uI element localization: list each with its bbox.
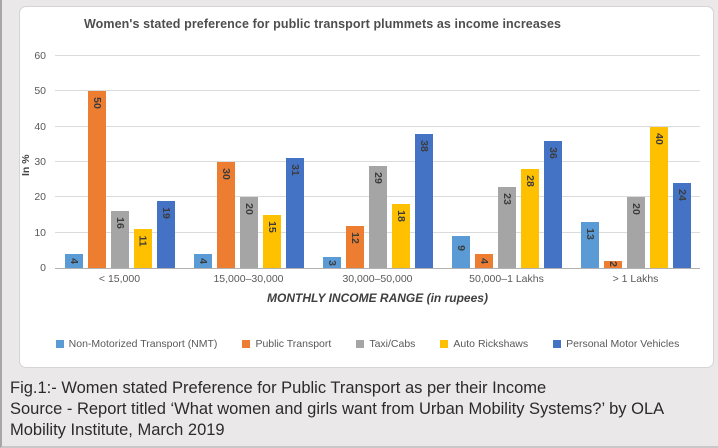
y-axis-tick-label: 10: [34, 226, 46, 239]
bar: [414, 133, 433, 268]
bar: [64, 253, 83, 268]
legend-swatch: [55, 340, 64, 348]
bar: [451, 236, 470, 268]
legend-label: Public Transport: [255, 338, 332, 350]
gridline: [55, 55, 700, 56]
legend-label: Non-Motorized Transport (NMT): [68, 338, 218, 350]
x-axis-category-label: 50,000–1 Lakhs: [469, 273, 544, 285]
bar: [216, 162, 235, 268]
y-axis-tick-label: 60: [34, 50, 46, 62]
bar: [649, 126, 668, 268]
legend-label: Personal Motor Vehicles: [566, 338, 680, 350]
gridline: [55, 90, 700, 92]
legend-label: Taxi/Cabs: [369, 338, 416, 350]
y-axis-ticks: 0 10 20 30 40 50 60: [20, 50, 46, 274]
bar: [87, 91, 106, 268]
x-axis-category-label: > 1 Lakhs: [612, 273, 659, 285]
x-axis-category-label: 15,000–30,000: [213, 273, 284, 285]
bar: [520, 169, 539, 268]
bar: [193, 253, 212, 268]
caption-line: Source - Report titled ‘What women and g…: [10, 400, 665, 418]
bar: [368, 165, 387, 268]
x-axis-category-label: < 15,000: [98, 273, 141, 285]
legend-swatch: [553, 340, 562, 348]
bar: [580, 222, 599, 268]
legend-item: Public Transport: [242, 338, 331, 350]
x-axis-title: MONTHLY INCOME RANGE (in rupees): [267, 291, 488, 305]
legend: Non-Motorized Transport (NMT) Public Tran…: [30, 338, 705, 350]
plot-area: 4 50 16 11 19 4 30 20 15 31 3 12 29 18 38 9 4 23 28 36 13 2 20…: [55, 55, 700, 269]
caption-line: Mobility Institute, March 2019: [10, 421, 225, 439]
y-axis-tick-label: 40: [34, 120, 46, 133]
bar: [474, 253, 493, 268]
bar: [626, 197, 645, 268]
bar: [543, 140, 562, 268]
legend-swatch: [440, 340, 449, 348]
chart-card: Women's stated preference for public tra…: [19, 6, 714, 368]
legend-item: Personal Motor Vehicles: [553, 338, 679, 350]
bar: [603, 260, 622, 268]
bar: [156, 200, 175, 268]
bar: [239, 197, 258, 268]
caption-line: Fig.1:- Women stated Preference for Publ…: [10, 379, 547, 397]
legend-item: Auto Rickshaws: [440, 338, 528, 350]
x-axis-category-labels: < 15,000 15,000–30,000 30,000–50,000 50,000…: [55, 273, 700, 287]
legend-item: Taxi/Cabs: [356, 338, 415, 350]
bar: [345, 225, 364, 268]
figure-caption: Fig.1:- Women stated Preference for Publ…: [10, 378, 714, 441]
legend-swatch: [356, 340, 365, 348]
gridline: [55, 125, 700, 127]
bar: [322, 257, 341, 268]
legend-label: Auto Rickshaws: [453, 338, 529, 350]
chart-title: Women's stated preference for public tra…: [84, 17, 562, 31]
bar: [110, 211, 129, 268]
bar: [262, 215, 281, 268]
gridline: [55, 161, 700, 162]
x-axis-category-label: 30,000–50,000: [342, 273, 413, 285]
bar: [285, 158, 304, 268]
y-axis-tick-label: 30: [34, 156, 46, 168]
bar: [391, 204, 410, 268]
y-axis-tick-label: 50: [34, 85, 46, 98]
legend-swatch: [242, 340, 251, 348]
y-axis-tick-label: 20: [34, 191, 46, 204]
bar: [497, 186, 516, 268]
y-axis-tick-label: 0: [40, 262, 46, 274]
legend-item: Non-Motorized Transport (NMT): [55, 338, 218, 350]
bar: [672, 183, 691, 268]
bar: [133, 229, 152, 268]
